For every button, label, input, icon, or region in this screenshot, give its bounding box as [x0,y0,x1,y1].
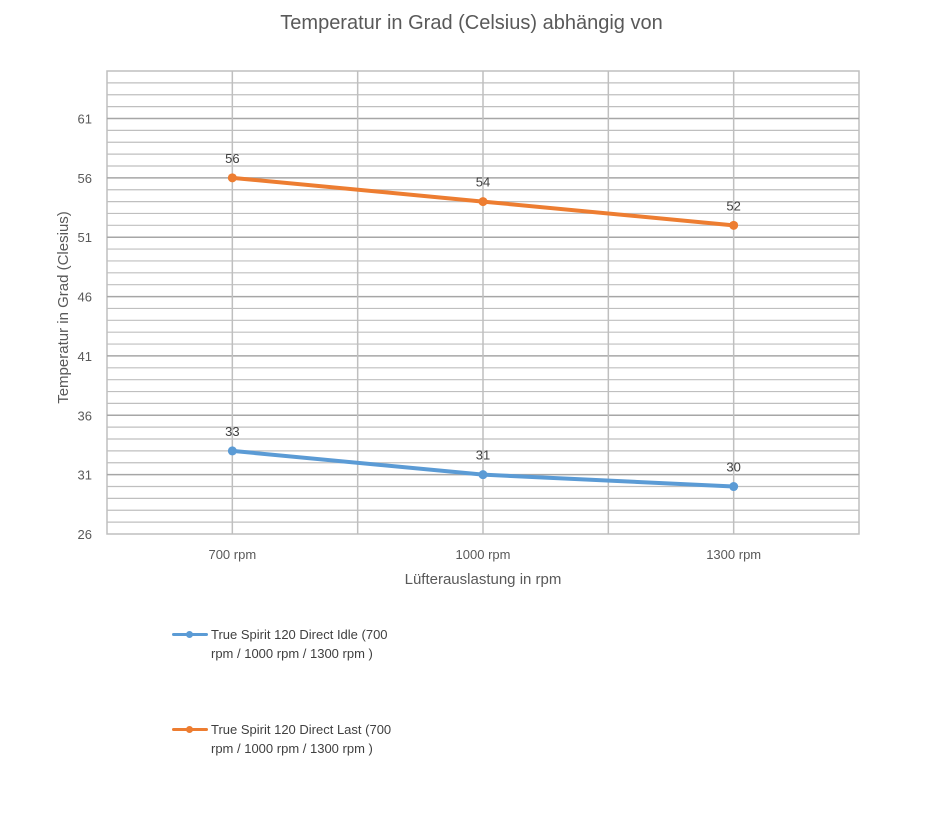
data-point [227,446,237,456]
y-tick-label: 31 [78,468,92,483]
data-point [478,470,488,480]
y-tick-label: 61 [78,111,92,126]
line-chart: 26 31 36 41 46 51 56 61 700 rpm 1000 rpm 1300 rpm L… [55,70,860,588]
data-point [729,220,739,230]
data-label: 33 [225,424,239,439]
legend-entry-idle[interactable]: True Spirit 120 Direct Idle (700 rpm / 1… [172,625,412,685]
chart-title: Temperatur in Grad (Celsius) abhängig vo… [280,12,663,34]
legend-marker-icon [186,631,193,638]
x-tick-label: 1300 rpm [706,547,761,562]
data-label: 56 [225,151,239,166]
legend-entry-last[interactable]: True Spirit 120 Direct Last (700 rpm / 1… [172,720,412,780]
data-point [729,482,739,492]
y-axis-title: Temperatur in Grad (Clesius) [55,211,72,404]
x-tick-label: 700 rpm [208,547,256,562]
y-tick-label: 51 [78,230,92,245]
x-axis-title: Lüfterauslastung in rpm [405,571,562,588]
legend-marker-icon [186,726,193,733]
data-point [478,197,488,207]
data-label: 30 [726,460,740,475]
data-point [227,173,237,183]
y-tick-label: 26 [78,527,92,542]
y-tick-label: 56 [78,171,92,186]
legend-label: True Spirit 120 Direct Last (700 rpm / 1… [211,722,392,756]
data-label: 54 [476,175,490,190]
data-label: 31 [476,448,490,463]
x-tick-label: 1000 rpm [456,547,511,562]
legend-label: True Spirit 120 Direct Idle (700 rpm / 1… [211,627,388,661]
y-tick-label: 46 [78,290,92,305]
y-tick-label: 41 [78,349,92,364]
data-label: 52 [726,198,740,213]
y-tick-label: 36 [78,408,92,423]
